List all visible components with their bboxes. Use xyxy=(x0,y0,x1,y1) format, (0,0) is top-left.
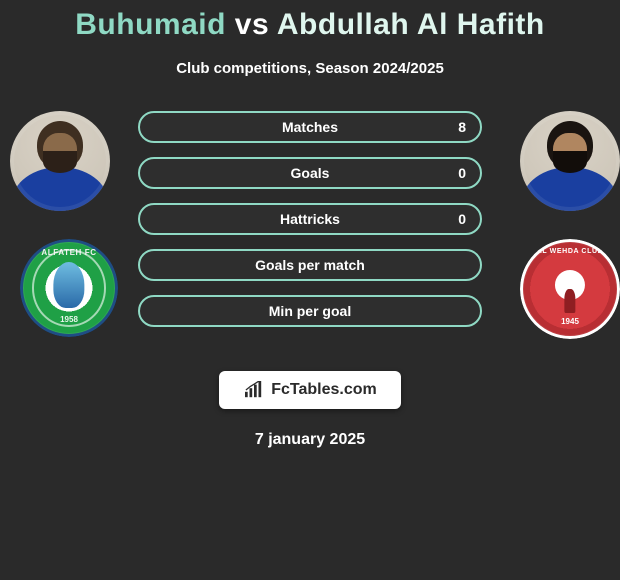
title-vs: vs xyxy=(235,8,269,41)
stat-label: Min per goal xyxy=(269,303,351,319)
stat-pill-min-per-goal: Min per goal xyxy=(138,295,482,327)
club-right-badge: AL WEHDA CLUB 1945 xyxy=(520,239,620,339)
title-player1: Buhumaid xyxy=(75,8,226,41)
club-left-badge: ALFATEH FC 1958 xyxy=(20,239,118,337)
header: Buhumaid vs Abdullah Al Hafith Club comp… xyxy=(0,0,620,77)
stat-value-right: 0 xyxy=(458,211,466,227)
stat-pill-hattricks: Hattricks 0 xyxy=(138,203,482,235)
stat-value-right: 0 xyxy=(458,165,466,181)
subtitle: Club competitions, Season 2024/2025 xyxy=(0,60,620,77)
page-title: Buhumaid vs Abdullah Al Hafith xyxy=(0,8,620,42)
player-left-avatar xyxy=(10,111,110,211)
stat-pill-list: Matches 8 Goals 0 Hattricks 0 Goals per … xyxy=(138,111,482,327)
footer: FcTables.com 7 january 2025 xyxy=(0,371,620,449)
stat-pill-matches: Matches 8 xyxy=(138,111,482,143)
stat-label: Matches xyxy=(282,119,338,135)
stat-label: Goals xyxy=(291,165,330,181)
comparison-panel: ALFATEH FC 1958 AL WEHDA CLUB 1945 Match… xyxy=(0,111,620,371)
stat-label: Hattricks xyxy=(280,211,340,227)
stat-pill-goals: Goals 0 xyxy=(138,157,482,189)
title-player2: Abdullah Al Hafith xyxy=(277,8,545,41)
stat-label: Goals per match xyxy=(255,257,365,273)
brand-label: FcTables.com xyxy=(271,381,377,399)
stat-pill-goals-per-match: Goals per match xyxy=(138,249,482,281)
date-label: 7 january 2025 xyxy=(0,431,620,449)
brand-badge: FcTables.com xyxy=(219,371,401,409)
player-right-avatar xyxy=(520,111,620,211)
stat-value-right: 8 xyxy=(458,119,466,135)
bar-chart-icon xyxy=(243,381,265,399)
